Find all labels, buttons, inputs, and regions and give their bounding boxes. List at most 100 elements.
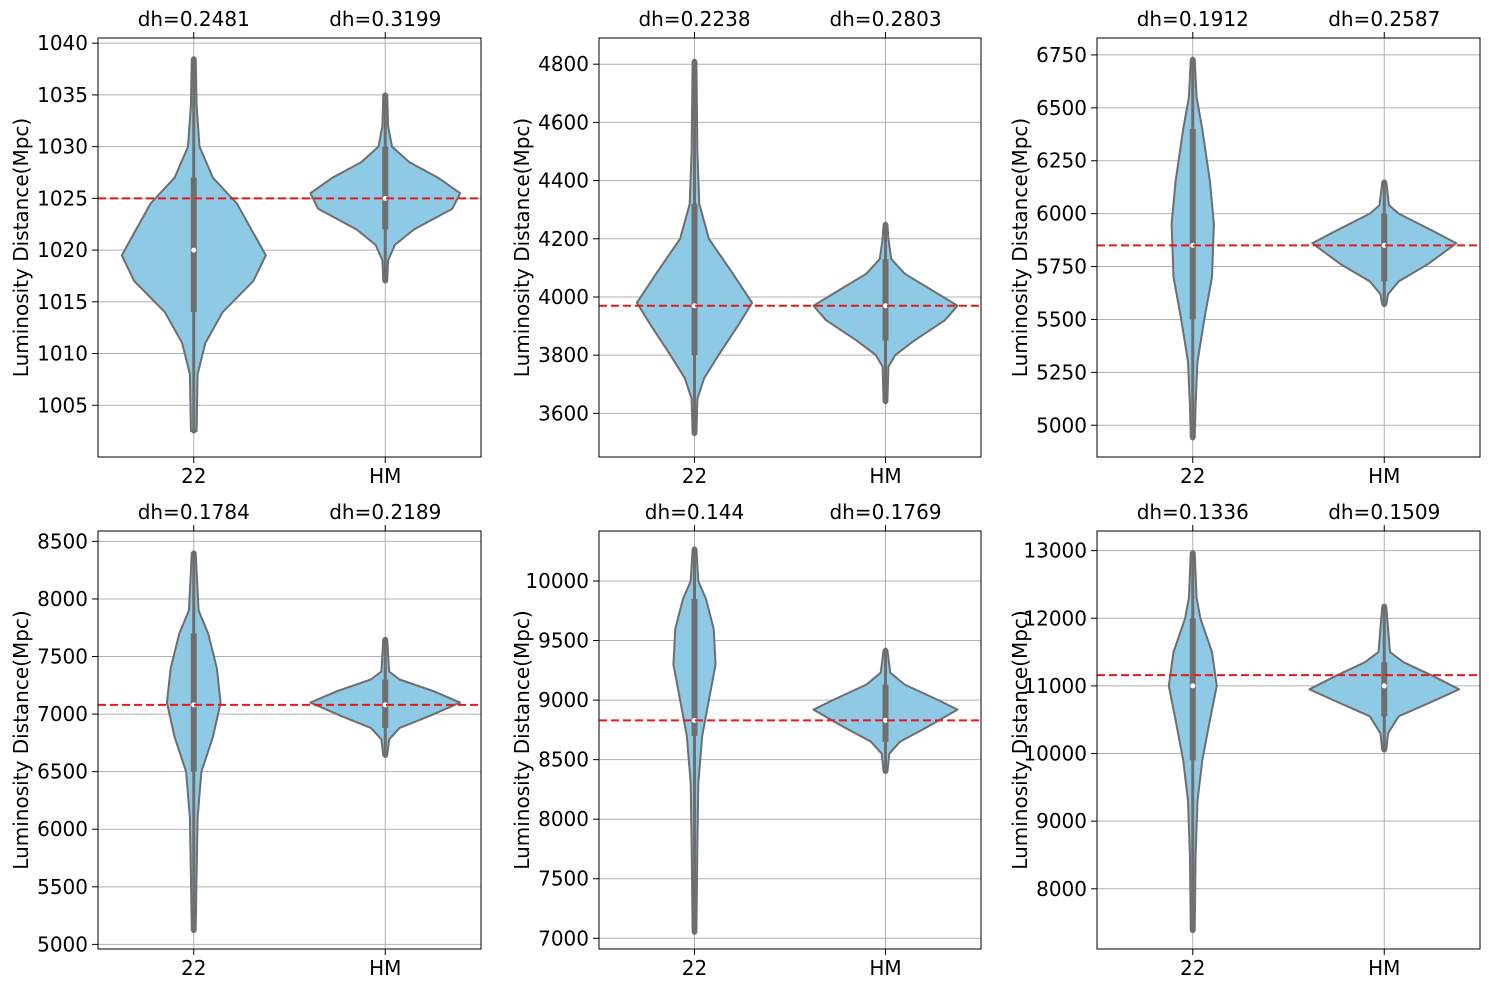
x-tick-label: 22 [1180, 956, 1205, 980]
y-tick-label: 4600 [538, 110, 589, 134]
violin-extreme-point [692, 431, 697, 437]
top-axis-label: dh=0.1769 [829, 500, 941, 524]
y-tick-label: 6500 [1036, 96, 1087, 120]
y-tick-label: 4800 [538, 52, 589, 76]
violin-extreme-point [1381, 603, 1387, 609]
panel-3: 5000 5250 5500 5750 6000 6250 6500 6750 22 dh=0.1… [1008, 7, 1481, 488]
y-tick-label: 6000 [1036, 202, 1087, 226]
y-tick-label: 13000 [1023, 539, 1087, 563]
x-tick-label: HM [869, 464, 901, 488]
y-tick-label: 4000 [538, 285, 589, 309]
y-tick-label: 10000 [525, 569, 589, 593]
y-tick-label: 1010 [37, 342, 88, 366]
violin-extreme-point [191, 56, 197, 62]
violin-box [691, 203, 698, 356]
violin-extreme-point [1190, 56, 1196, 62]
panel-4: 5000 5500 6000 6500 7000 7500 8000 8500 22 dh=0.1… [9, 500, 482, 980]
panel-6: 8000 9000 10000 11000 12000 13000 22 dh=0.1336 H… [1008, 500, 1481, 980]
violin-extreme-point [883, 647, 888, 653]
y-tick-label: 5250 [1036, 360, 1087, 384]
violin-extreme-point [692, 58, 697, 64]
violin-median-point [1381, 683, 1387, 689]
violin-median-point [191, 702, 197, 708]
y-tick-label: 10000 [1023, 742, 1087, 766]
x-tick-label: 22 [181, 956, 206, 980]
y-tick-label: 8500 [538, 748, 589, 772]
top-axis-label: dh=0.144 [645, 500, 744, 524]
x-tick-label: HM [1368, 464, 1400, 488]
violin-extreme-point [382, 278, 388, 284]
violin-median-point [692, 717, 697, 723]
violin-box [691, 598, 698, 736]
violin-median-point [1190, 242, 1196, 248]
y-axis-title: Luminosity Distance(Mpc) [510, 118, 534, 377]
top-axis-label: dh=0.1336 [1137, 500, 1249, 524]
axes-frame [598, 37, 982, 458]
x-tick-label: HM [369, 464, 401, 488]
violin-median-point [382, 702, 388, 708]
violin-median-point [382, 195, 388, 201]
panel-5: 7000 7500 8000 8500 9000 9500 10000 22 dh=0.144 H… [510, 500, 982, 980]
y-tick-label: 5500 [1036, 307, 1087, 331]
top-axis-label: dh=0.2587 [1328, 7, 1440, 31]
top-axis-label: dh=0.2481 [138, 7, 250, 31]
y-tick-label: 3800 [538, 343, 589, 367]
violin-extreme-point [382, 753, 388, 759]
y-tick-label: 1025 [37, 186, 88, 210]
x-tick-label: 22 [682, 956, 707, 980]
y-axis-title: Luminosity Distance(Mpc) [9, 610, 33, 869]
violin-extreme-point [382, 92, 388, 98]
y-tick-label: 5750 [1036, 255, 1087, 279]
violin-median-point [1190, 683, 1196, 689]
y-axis-title: Luminosity Distance(Mpc) [1008, 118, 1032, 377]
y-tick-label: 6500 [37, 760, 88, 784]
axes-frame [97, 37, 482, 458]
y-tick-label: 7000 [37, 702, 88, 726]
violin-extreme-point [1381, 302, 1387, 308]
y-tick-label: 6750 [1036, 43, 1087, 67]
violin-extreme-point [1190, 928, 1196, 934]
top-axis-label: dh=0.3199 [329, 7, 441, 31]
y-tick-label: 8000 [37, 587, 88, 611]
top-axis-label: dh=0.2189 [329, 500, 441, 524]
top-axis-label: dh=0.2803 [829, 7, 941, 31]
y-tick-label: 5500 [37, 875, 88, 899]
panel-1: 1005 1010 1015 1020 1025 1030 1035 1040 22 dh=0.2… [9, 7, 482, 488]
y-tick-label: 1040 [37, 31, 88, 55]
violin-extreme-point [1190, 435, 1196, 441]
top-axis-label: dh=0.2238 [638, 7, 750, 31]
y-tick-label: 5000 [37, 932, 88, 956]
y-tick-label: 5000 [1036, 413, 1087, 437]
panel-2: 3600 3800 4000 4200 4400 4600 4800 22 dh=0.2238 H… [510, 7, 982, 488]
violin-box [1189, 128, 1196, 320]
violin-median-point [883, 717, 888, 723]
y-tick-label: 3600 [538, 401, 589, 425]
y-tick-label: 11000 [1023, 674, 1087, 698]
violin-median-point [883, 303, 888, 309]
y-tick-label: 6000 [37, 817, 88, 841]
violin-median-point [692, 303, 697, 309]
axes-frame [1096, 37, 1481, 458]
violin-box [382, 146, 389, 230]
violin-box [1381, 662, 1388, 717]
violin-box [1189, 618, 1196, 761]
x-tick-label: HM [369, 956, 401, 980]
violin-box [882, 259, 889, 341]
y-tick-label: 8000 [1036, 877, 1087, 901]
violin-median-point [191, 247, 197, 253]
violin-extreme-point [191, 428, 197, 434]
y-tick-label: 7500 [538, 867, 589, 891]
x-tick-label: HM [1368, 956, 1400, 980]
violin-extreme-point [191, 550, 197, 556]
y-tick-label: 9000 [538, 688, 589, 712]
y-tick-label: 8500 [37, 529, 88, 553]
axes-frame [598, 530, 982, 950]
y-tick-label: 1015 [37, 290, 88, 314]
violin-extreme-point [382, 636, 388, 642]
x-tick-label: 22 [181, 464, 206, 488]
violin-extreme-point [1190, 550, 1196, 556]
violin-extreme-point [1381, 747, 1387, 753]
violin-extreme-point [692, 546, 697, 552]
y-tick-label: 7000 [538, 926, 589, 950]
